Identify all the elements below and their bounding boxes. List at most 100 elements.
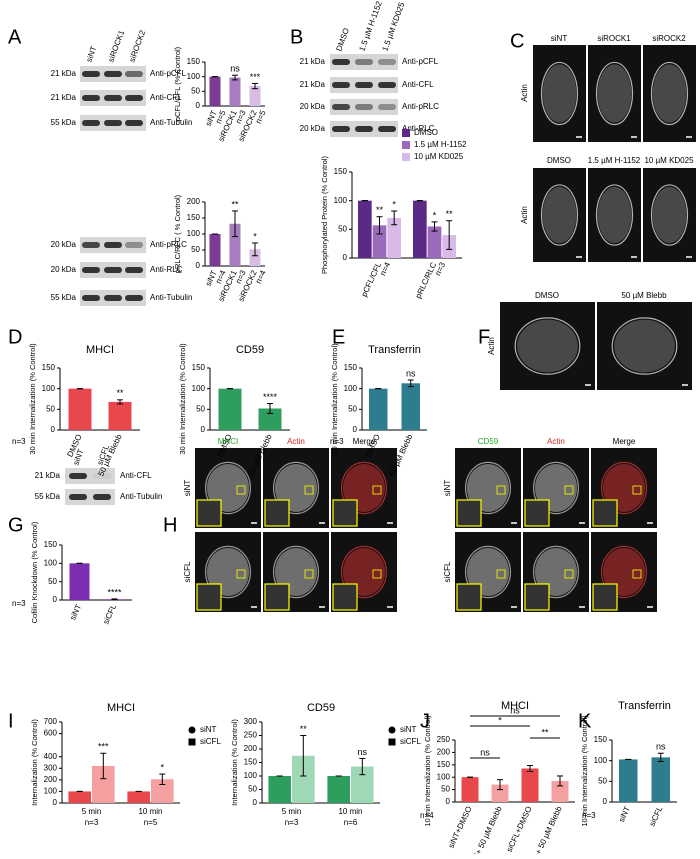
blot-band	[69, 494, 87, 500]
x-tick-label: siCFL+DMSO	[505, 805, 534, 854]
significance-label: ns	[406, 368, 416, 378]
lane-label: siROCK1	[106, 28, 126, 63]
n-label: n=3	[330, 437, 344, 446]
column-label: Actin	[287, 437, 305, 446]
chart-title: CD59	[236, 344, 264, 356]
bar	[249, 86, 261, 106]
lane-label: DMSO	[334, 27, 351, 53]
n-label: n=6	[344, 818, 358, 827]
x-tick-label: pCFL/CFL	[359, 260, 383, 298]
cell	[597, 64, 632, 123]
blot-band	[378, 126, 396, 132]
significance-label: **	[231, 199, 239, 209]
row-label: siCFL	[443, 561, 452, 582]
significance-label: ns	[480, 747, 490, 757]
y-tick-label: 50	[191, 245, 200, 254]
blot-band	[82, 71, 100, 77]
image-label: 1.5 µM H-1152	[588, 156, 641, 165]
stain-label: Actin	[520, 206, 529, 224]
n-label: n=4	[378, 260, 392, 277]
bar	[327, 776, 350, 803]
significance-label: *	[161, 762, 165, 772]
blot-band	[355, 126, 373, 132]
legend-marker	[388, 726, 396, 734]
image-label: 50 µM Blebb	[621, 291, 667, 300]
cell-edge	[204, 461, 252, 515]
chart-title: MHCI	[501, 700, 529, 712]
antibody-label: Anti-RLC	[402, 124, 435, 133]
cell-edge	[532, 461, 580, 515]
cell	[517, 319, 578, 373]
cell-edge	[272, 461, 320, 515]
y-tick-label: 200	[187, 197, 201, 206]
y-tick-label: 50	[598, 776, 607, 785]
x-tick-label: siCFL	[101, 602, 118, 625]
y-tick-label: 250	[244, 731, 258, 740]
n-label: n=4	[254, 268, 268, 285]
y-tick-label: 100	[44, 787, 58, 796]
y-tick-label: 150	[594, 735, 608, 744]
bar	[268, 776, 291, 803]
y-tick-label: 50	[48, 577, 57, 586]
y-tick-label: 0	[53, 798, 58, 807]
n-label: n=5	[254, 108, 268, 125]
x-tick-label: siCFL	[647, 804, 664, 827]
bar	[401, 383, 420, 430]
bar	[351, 766, 374, 803]
zoom-inset	[592, 499, 618, 527]
y-tick-label: 50	[46, 404, 55, 413]
zoom-inset	[332, 499, 358, 527]
zoom-box	[564, 485, 574, 495]
y-tick-label: 100	[594, 756, 608, 765]
blot-band	[82, 267, 100, 273]
n-label: n=3	[433, 260, 447, 277]
bar	[151, 779, 174, 803]
cell-edge	[204, 545, 252, 599]
blot-band	[378, 59, 396, 65]
blot-band	[125, 242, 143, 248]
cell	[542, 186, 577, 244]
zoom-inset	[264, 583, 290, 611]
image-label: siROCK2	[652, 34, 686, 43]
panel-letter: D	[8, 326, 22, 348]
y-tick-label: 0	[51, 425, 56, 434]
cell-edge	[650, 61, 689, 126]
y-tick-label: 150	[334, 167, 348, 176]
significance-label: ****	[263, 392, 278, 402]
panel-letter: G	[8, 514, 24, 536]
y-tick-label: 150	[44, 540, 58, 549]
blot-band	[332, 104, 350, 110]
panel-letter: B	[290, 26, 303, 48]
y-tick-label: 0	[196, 101, 201, 110]
bar	[651, 757, 670, 802]
kda-label: 21 kDa	[300, 80, 326, 89]
image-label: 10 µM KD025	[644, 156, 694, 165]
zoom-box	[496, 569, 506, 579]
x-tick-label: siNT	[68, 603, 83, 622]
y-tick-label: 600	[44, 729, 58, 738]
row-label: siCFL	[183, 561, 192, 582]
bar	[387, 217, 401, 258]
x-tick-label: pRLC/RLC	[414, 261, 439, 300]
legend-marker	[188, 726, 196, 734]
chart-title: MHCI	[86, 344, 114, 356]
y-tick-label: 100	[244, 771, 258, 780]
legend-label: 1.5 µM H-1152	[414, 140, 467, 149]
image-label: siNT	[551, 34, 568, 43]
cell	[652, 64, 687, 123]
zoom-box	[236, 485, 246, 495]
stain-label: Actin	[520, 84, 529, 102]
blot-band	[125, 71, 143, 77]
panel-letter: J	[420, 710, 430, 732]
column-label: CD59	[478, 437, 499, 446]
antibody-label: Anti-pCFL	[150, 69, 187, 78]
zoom-box	[632, 569, 642, 579]
image-label: siROCK1	[597, 34, 631, 43]
stain-label: Actin	[487, 337, 496, 355]
zoom-inset	[456, 583, 482, 611]
n-label: n=3	[85, 818, 99, 827]
legend-swatch	[402, 153, 410, 161]
n-label: n=4	[420, 811, 434, 820]
blot-band	[104, 71, 122, 77]
zoom-inset	[592, 583, 618, 611]
